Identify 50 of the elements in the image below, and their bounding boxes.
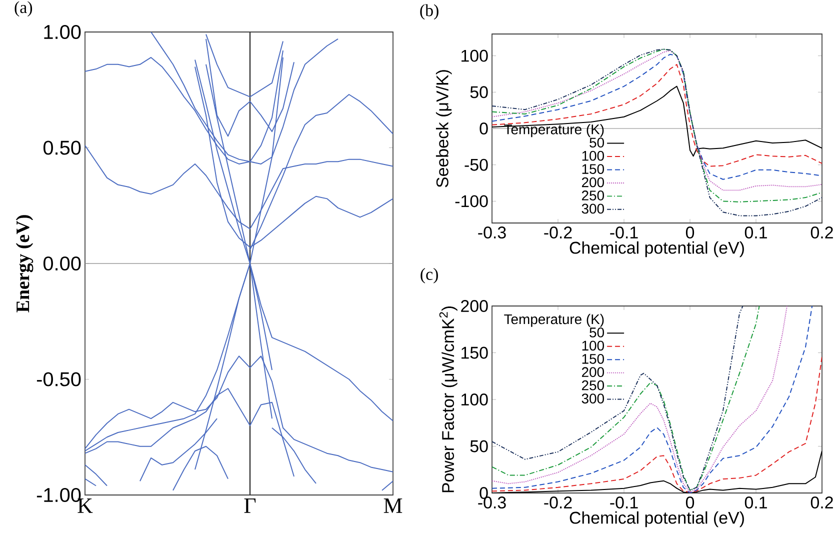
x-axis-title: Chemical potential (eV) [570, 241, 744, 258]
chart-title: (b) [420, 4, 438, 20]
y-tick-label: -0.50 [36, 372, 81, 386]
legend-label: 200 [582, 177, 604, 188]
legend-label: 50 [590, 328, 604, 338]
x-tick-label: 0.2 [810, 226, 833, 239]
chart-title: (c) [420, 268, 438, 284]
y-tick-label: 100 [462, 394, 488, 406]
legend-label: 300 [582, 394, 604, 404]
legend-label: 250 [582, 380, 604, 390]
y-tick-label: 0 [480, 122, 488, 134]
y-tick-label: 1.00 [44, 24, 81, 40]
x-tick-label: 0.1 [744, 226, 767, 239]
x-tick-label: -0.1 [610, 496, 638, 509]
y-tick-label: 200 [461, 300, 488, 312]
legend-label: 100 [582, 340, 604, 351]
legend-title: Temperature (K) [504, 314, 604, 327]
y-axis-title: Power Factor (μW/cmK$^{2}$) [439, 306, 458, 492]
x-tick-label: -0.2 [544, 226, 572, 239]
chart-title: (a) [14, 1, 32, 17]
x-tick-label: Γ [244, 498, 256, 513]
legend-label: 150 [582, 354, 604, 364]
x-tick-label: 0 [686, 226, 694, 239]
y-tick-label: -100 [455, 195, 488, 208]
legend-label: 200 [582, 367, 604, 378]
y-tick-label: -50 [464, 158, 488, 171]
legend-label: 250 [582, 190, 604, 200]
x-tick-label: -0.2 [544, 496, 572, 509]
x-tick-label: M [384, 498, 402, 513]
legend-label: 300 [582, 204, 604, 214]
y-tick-label: 0.00 [43, 256, 81, 271]
y-axis-title: Seebeck (μV/K) [436, 70, 452, 188]
y-tick-label: 0.50 [43, 140, 81, 155]
y-tick-label: 50 [470, 440, 488, 452]
y-tick-label: 100 [462, 50, 488, 62]
x-tick-label: -0.1 [610, 226, 638, 239]
y-tick-label: 50 [470, 86, 488, 98]
legend-label: 150 [582, 164, 604, 174]
x-tick-label: 0.1 [744, 496, 767, 509]
x-axis-title: Chemical potential (eV) [570, 511, 744, 528]
legend-label: 50 [590, 138, 604, 148]
y-tick-label: 0 [480, 487, 488, 499]
x-tick-label: -0.3 [478, 496, 506, 509]
x-tick-label: 0.2 [810, 496, 833, 509]
legend-label: 100 [582, 150, 604, 161]
legend-title: Temperature (K) [504, 124, 604, 138]
x-tick-label: -0.3 [478, 226, 506, 239]
y-axis-title: Energy (eV) [16, 215, 34, 312]
y-tick-label: 150 [462, 346, 488, 359]
x-tick-label: 0 [686, 496, 694, 509]
